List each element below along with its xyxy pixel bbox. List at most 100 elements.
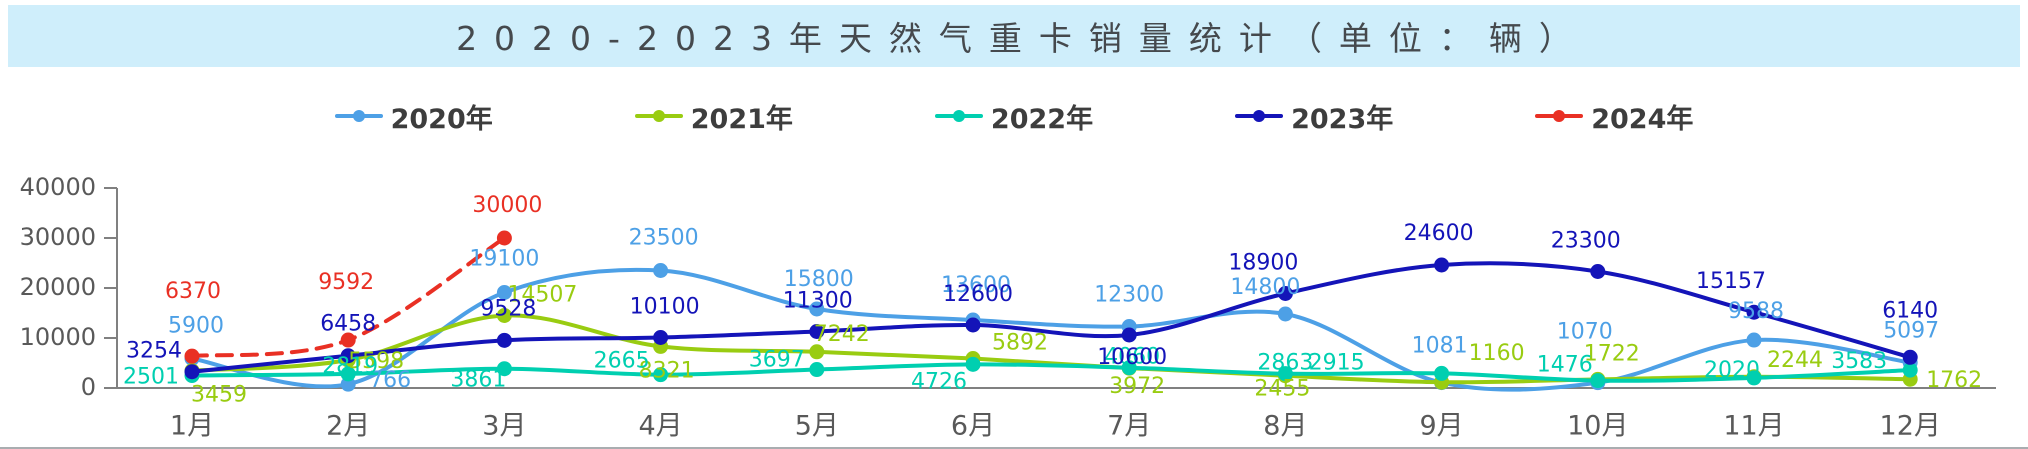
data-label-2024年: 6370 [165,279,221,304]
data-label-2022年: 3861 [450,368,506,393]
data-point-2021年 [1121,360,1137,376]
x-tick-label: 2月 [326,411,370,442]
data-label-2023年: 3254 [126,339,182,364]
data-point-2023年 [1277,286,1293,301]
legend-marker-icon [1235,109,1284,123]
legend-label: 2023年 [1291,103,1394,135]
data-label-2022年: 4060 [1104,345,1160,370]
data-point-2022年 [809,362,825,378]
series-line-2022年 [190,362,1913,383]
x-tick-label: 3月 [482,411,526,442]
chart-legend: 2020年 2021年 2022年 2023年 2024年 [0,96,2028,136]
data-label-2022年: 1476 [1537,353,1593,378]
data-label-2021年: 1762 [1926,368,1982,393]
data-point-2023年 [496,332,512,348]
data-point-2020年 [1121,319,1137,334]
data-label-2023年: 10100 [630,295,700,320]
y-tick-label: 20000 [20,273,96,301]
data-point-2020年 [1434,375,1450,391]
x-tick-label: 11月 [1723,411,1784,442]
data-point-2020年 [965,312,981,328]
legend-marker-icon [1535,109,1584,123]
data-label-2023年: 11300 [783,289,853,314]
legend-marker-icon [934,109,983,123]
data-label-2023年: 12600 [943,282,1013,307]
data-point-2020年 [809,301,825,317]
data-point-2020年 [1746,332,1762,348]
data-label-2022年: 4726 [911,369,967,394]
data-point-2022年 [1746,370,1762,386]
data-point-2021年 [809,344,825,360]
data-point-2020年 [496,285,512,300]
data-point-2024年 [184,348,200,364]
data-point-2020年 [1902,355,1918,371]
data-point-2021年 [1746,369,1762,385]
data-label-2021年: 5892 [992,331,1048,356]
data-label-2021年: 7242 [814,322,870,347]
data-label-2020年: 766 [369,368,411,393]
data-label-2024年: 9592 [318,270,374,295]
data-point-2022年 [1121,360,1137,376]
series-line-2020年 [190,267,1913,392]
data-point-2023年 [1590,264,1606,279]
data-point-2023年 [809,324,825,339]
data-label-2021年: 3459 [191,383,247,408]
legend-item-2020年: 2020年 [334,97,493,136]
x-tick-label: 8月 [1263,411,1307,442]
data-point-2023年 [1902,349,1918,365]
data-label-2023年: 23300 [1551,229,1621,254]
legend-label: 2024年 [1591,103,1694,135]
data-label-2020年: 13600 [941,273,1011,298]
legend-label: 2021年 [690,103,793,135]
chart-title-bar: 2020-2023年天然气重卡销量统计（单位：辆） [8,5,2020,67]
y-tick-label: 30000 [20,223,96,251]
data-point-2023年 [1121,327,1137,343]
data-point-2021年 [965,351,981,367]
data-point-2022年 [653,367,669,383]
data-point-2021年 [340,352,356,368]
data-point-2022年 [340,366,356,382]
legend-label: 2022年 [990,103,1094,135]
legend-item-2024年: 2024年 [1535,97,1693,136]
data-label-2023年: 18900 [1228,251,1298,276]
data-point-2020年 [1590,375,1606,391]
data-point-2022年 [1434,365,1450,381]
data-point-2022年 [1590,373,1606,389]
data-point-2021年 [1902,371,1918,387]
y-tick-label: 0 [81,373,96,401]
data-label-2020年: 5900 [168,314,224,339]
data-point-2021年 [496,307,512,323]
data-label-2021年: 2455 [1254,377,1310,402]
data-point-2021年 [184,363,200,379]
data-label-2021年: 3972 [1109,374,1165,399]
data-label-2020年: 23500 [629,226,699,251]
data-point-2024年 [496,230,512,246]
data-label-2020年: 1081 [1412,334,1468,359]
data-label-2023年: 15157 [1696,269,1766,294]
data-point-2023年 [653,330,669,345]
legend-marker-icon [334,109,383,123]
data-label-2022年: 3583 [1831,349,1887,374]
data-point-2022年 [496,361,512,377]
data-label-2021年: 8321 [639,358,695,383]
legend-marker-icon [634,109,683,123]
x-tick-label: 7月 [1107,411,1151,442]
data-point-2022年 [1277,366,1293,382]
data-label-2022年: 3697 [749,348,805,373]
series-line-2021年 [190,313,1913,385]
data-label-2020年: 12300 [1094,283,1164,308]
data-point-2021年 [1277,368,1293,384]
data-label-2020年: 19100 [469,247,539,272]
legend-item-2022年: 2022年 [934,97,1094,136]
data-label-2021年: 5598 [348,349,404,374]
data-point-2022年 [184,367,200,383]
data-label-2020年: 14800 [1230,275,1300,300]
x-tick-label: 10月 [1567,411,1628,442]
data-label-2021年: 2244 [1767,348,1823,373]
data-point-2023年 [1434,257,1450,273]
data-point-2020年 [340,376,356,392]
data-point-2020年 [1277,306,1293,322]
data-point-2023年 [184,364,200,380]
